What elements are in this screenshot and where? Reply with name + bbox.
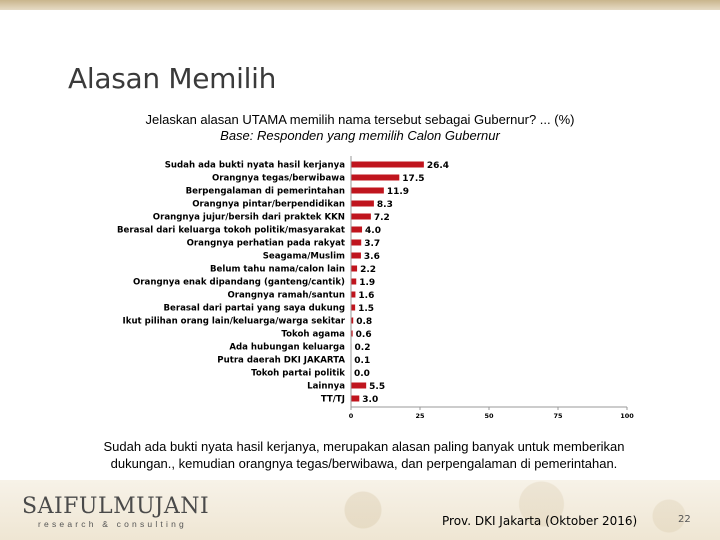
data-label: 4.0 — [365, 226, 381, 236]
chart-question: Jelaskan alasan UTAMA memilih nama terse… — [0, 112, 720, 144]
category-label: Berpengalaman di pemerintahan — [186, 187, 345, 197]
data-label: 1.9 — [359, 278, 375, 288]
category-label: Orangnya pintar/berpendidikan — [192, 200, 345, 210]
category-label: Tokoh partai politik — [251, 369, 345, 379]
bar — [351, 265, 358, 272]
data-label: 1.5 — [358, 304, 374, 314]
x-tick-label: 0 — [349, 412, 354, 420]
data-label: 3.7 — [364, 239, 380, 249]
data-label: 0.0 — [354, 369, 370, 379]
data-label: 8.3 — [377, 200, 393, 210]
page-number: 22 — [678, 514, 691, 525]
summary-line-2: dukungan., kemudian orangnya tegas/berwi… — [110, 456, 618, 471]
slide-title: Alasan Memilih — [68, 62, 277, 95]
logo-tagline: research & consulting — [38, 519, 187, 529]
category-label: Seagama/Muslim — [263, 252, 345, 262]
category-label: Orangnya enak dipandang (ganteng/cantik) — [133, 278, 345, 288]
bar — [351, 161, 424, 168]
category-label: Putra daerah DKI JAKARTA — [217, 356, 345, 366]
x-tick-label: 75 — [553, 412, 563, 420]
source-note: Prov. DKI Jakarta (Oktober 2016) — [442, 514, 638, 528]
bar — [351, 174, 400, 181]
summary-text: Sudah ada bukti nyata hasil kerjanya, me… — [64, 438, 664, 472]
footer-pattern — [210, 480, 720, 540]
company-logo: SAIFULMUJANI research & consulting — [22, 494, 210, 530]
category-label: Lainnya — [307, 382, 345, 392]
category-label: Ikut pilihan orang lain/keluarga/warga s… — [123, 317, 346, 327]
data-label: 7.2 — [374, 213, 390, 223]
summary-line-1: Sudah ada bukti nyata hasil kerjanya, me… — [103, 439, 625, 454]
logo-name: SAIFULMUJANI — [22, 494, 210, 519]
data-label: 5.5 — [369, 382, 385, 392]
bar — [351, 291, 356, 298]
category-label: Belum tahu nama/calon lain — [210, 265, 345, 275]
bar — [351, 304, 356, 311]
data-label: 0.8 — [356, 317, 372, 327]
data-label: 0.6 — [356, 330, 372, 340]
bar — [351, 317, 354, 324]
data-label: 1.6 — [358, 291, 374, 301]
bar — [351, 239, 362, 246]
footer — [0, 480, 720, 540]
category-label: Orangnya tegas/berwibawa — [212, 174, 345, 184]
category-label: Sudah ada bukti nyata hasil kerjanya — [165, 161, 345, 171]
bar — [351, 187, 384, 194]
data-label: 11.9 — [387, 187, 409, 197]
x-tick-label: 50 — [484, 412, 494, 420]
data-label: 3.0 — [362, 395, 378, 405]
bar — [351, 395, 360, 402]
bar-chart: Sudah ada bukti nyata hasil kerjanya 26.4… — [117, 156, 634, 420]
top-decorative-bar — [0, 0, 720, 10]
bar — [351, 252, 361, 259]
x-tick-label: 25 — [415, 412, 425, 420]
question-text: Jelaskan alasan UTAMA memilih nama terse… — [145, 112, 575, 127]
bar — [351, 200, 374, 207]
category-label: Ada hubungan keluarga — [229, 343, 345, 353]
data-label: 17.5 — [402, 174, 424, 184]
category-label: Orangnya jujur/bersih dari praktek KKN — [153, 213, 345, 223]
data-label: 0.2 — [355, 343, 371, 353]
question-base: Base: Responden yang memilih Calon Guber… — [220, 128, 500, 143]
bar — [351, 382, 367, 389]
category-label: Berasal dari partai yang saya dukung — [163, 304, 345, 314]
bar — [351, 226, 363, 233]
category-label: TT/TJ — [321, 395, 345, 405]
category-label: Berasal dari keluarga tokoh politik/masy… — [117, 226, 345, 236]
x-tick-label: 100 — [620, 412, 634, 420]
category-label: Tokoh agama — [281, 330, 345, 340]
category-label: Orangnya ramah/santun — [227, 291, 345, 301]
bar — [351, 278, 357, 285]
data-label: 2.2 — [360, 265, 376, 275]
data-label: 0.1 — [354, 356, 370, 366]
bar — [351, 213, 371, 220]
data-label: 3.6 — [364, 252, 380, 262]
data-label: 26.4 — [427, 161, 449, 171]
category-label: Orangnya perhatian pada rakyat — [187, 239, 345, 249]
bar — [351, 330, 353, 337]
